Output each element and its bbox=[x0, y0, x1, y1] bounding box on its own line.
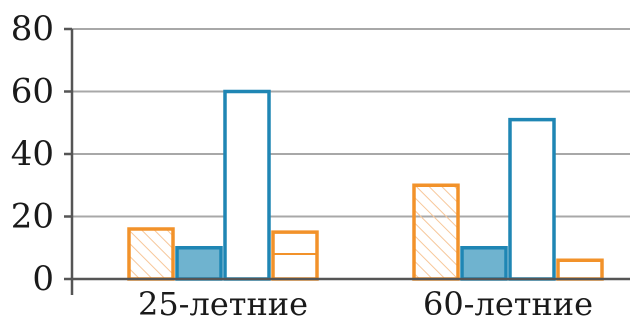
bar-1-4 bbox=[271, 230, 319, 281]
bar-2-2 bbox=[460, 246, 508, 281]
bars bbox=[127, 89, 604, 281]
y-tick-label-40: 40 bbox=[11, 134, 54, 174]
axes bbox=[64, 27, 630, 295]
y-tick-label-60: 60 bbox=[11, 72, 54, 112]
axis-labels: 0 20 40 60 80 25-летние 60-летние bbox=[11, 9, 593, 323]
y-tick-label-20: 20 bbox=[11, 197, 54, 237]
bar-2-3 bbox=[508, 117, 556, 281]
bar-1-3 bbox=[223, 89, 271, 281]
x-tick-label-2: 60-летние bbox=[423, 285, 593, 323]
bar-2-1 bbox=[412, 183, 460, 281]
y-tick-label-0: 0 bbox=[32, 259, 54, 299]
x-tick-label-1: 25-летние bbox=[138, 285, 308, 323]
bar-2-4 bbox=[556, 258, 604, 281]
bar-1-1 bbox=[127, 227, 175, 281]
y-tick-label-80: 80 bbox=[11, 9, 54, 49]
bar-1-2 bbox=[175, 246, 223, 281]
